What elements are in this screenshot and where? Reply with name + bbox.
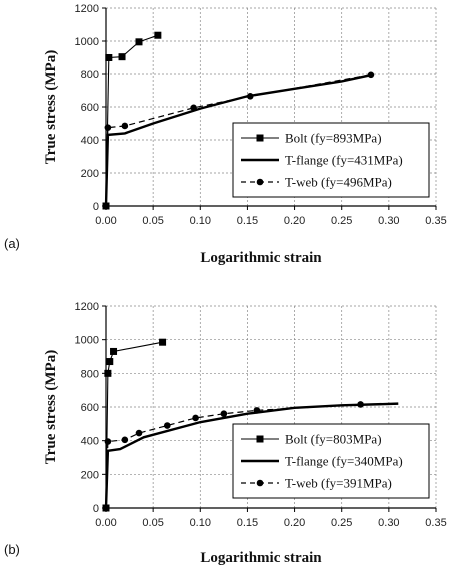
x-tick-label: 0.15 <box>237 517 258 529</box>
x-tick-label: 0.10 <box>190 215 211 227</box>
data-point-square <box>104 369 112 377</box>
legend-label: Bolt (fy=803MPa) <box>285 432 382 447</box>
data-point-circle <box>102 202 110 210</box>
data-point-square <box>118 53 126 61</box>
data-point-circle <box>135 429 143 437</box>
y-tick-label: 800 <box>81 368 99 380</box>
data-point-circle <box>192 414 199 422</box>
x-tick-label: 0.05 <box>142 215 163 227</box>
legend-swatch-circle <box>256 479 264 487</box>
data-point-circle <box>367 71 375 79</box>
x-tick-label: 0.15 <box>237 215 258 227</box>
data-point-circle <box>121 436 129 444</box>
legend-label: Bolt (fy=893MPa) <box>285 131 382 146</box>
x-axis-title: Logarithmic strain <box>200 250 322 266</box>
data-point-square <box>110 347 118 355</box>
data-point-square <box>154 31 162 39</box>
y-tick-label: 1000 <box>75 335 99 347</box>
data-point-square <box>135 38 143 46</box>
y-axis-title: True stress (MPa) <box>43 350 59 464</box>
panel-label: (b) <box>4 542 20 557</box>
series-line-0 <box>105 341 163 509</box>
y-tick-label: 1000 <box>75 36 99 48</box>
data-point-square <box>106 358 114 366</box>
series-line-0 <box>105 34 159 207</box>
data-point-circle <box>357 401 364 408</box>
chart-panel-0: 0 200 400 600 800 1000 1200 0.00 0.05 0.10 0.15 0.2… <box>4 3 447 266</box>
legend-label: T-flange (fy=340MPa) <box>285 454 403 469</box>
data-point-circle <box>253 407 261 414</box>
data-point-square <box>159 338 167 346</box>
y-tick-label: 200 <box>81 168 99 180</box>
x-tick-label: 0.35 <box>425 215 446 227</box>
x-tick-label: 0.00 <box>95 517 116 529</box>
x-tick-label: 0.30 <box>378 517 399 529</box>
data-point-circle <box>190 104 197 112</box>
series-line-2 <box>105 403 361 509</box>
series-line-1 <box>104 402 399 509</box>
data-point-circle <box>163 422 171 429</box>
y-tick-label: 600 <box>81 102 99 114</box>
data-point-square <box>105 54 113 61</box>
legend-label: T-flange (fy=431MPa) <box>285 153 403 168</box>
legend: Bolt (fy=803MPa) T-flange (fy=340MPa) T-we… <box>232 423 430 499</box>
data-point-circle <box>220 410 228 418</box>
data-point-circle <box>246 92 254 100</box>
x-tick-label: 0.35 <box>425 517 446 529</box>
x-tick-label: 0.20 <box>284 517 305 529</box>
y-tick-label: 600 <box>81 402 99 414</box>
series-line-1 <box>104 73 374 207</box>
data-point-circle <box>104 438 112 445</box>
y-tick-label: 1200 <box>75 3 99 15</box>
legend-swatch-circle <box>256 178 264 186</box>
y-tick-label: 0 <box>93 503 99 515</box>
legend-swatch-square <box>256 435 264 443</box>
x-tick-label: 0.20 <box>284 215 305 227</box>
y-tick-label: 1200 <box>75 301 99 313</box>
legend: Bolt (fy=893MPa) T-flange (fy=431MPa) T-we… <box>232 122 430 198</box>
x-tick-label: 0.00 <box>95 215 116 227</box>
y-tick-label: 400 <box>81 135 99 147</box>
y-axis-title: True stress (MPa) <box>43 50 59 164</box>
data-point-circle <box>104 124 112 131</box>
x-tick-label: 0.30 <box>378 215 399 227</box>
series-line-2 <box>105 74 372 207</box>
x-tick-label: 0.25 <box>331 517 352 529</box>
y-tick-label: 800 <box>81 69 99 81</box>
x-tick-label: 0.05 <box>142 517 163 529</box>
y-tick-label: 200 <box>81 469 99 481</box>
panel-label: (a) <box>4 236 20 251</box>
y-tick-label: 400 <box>81 436 99 448</box>
data-point-circle <box>121 122 129 130</box>
legend-label: T-web (fy=496MPa) <box>285 175 392 190</box>
data-point-circle <box>102 504 110 512</box>
x-tick-label: 0.10 <box>190 517 211 529</box>
legend-swatch-square <box>256 134 264 142</box>
x-axis-title: Logarithmic strain <box>200 550 322 566</box>
legend-label: T-web (fy=391MPa) <box>285 476 392 491</box>
x-tick-label: 0.25 <box>331 215 352 227</box>
chart-panel-1: 0 200 400 600 800 1000 1200 0.00 0.05 0.10 0.15 0.2… <box>4 301 447 566</box>
y-tick-label: 0 <box>93 201 99 213</box>
